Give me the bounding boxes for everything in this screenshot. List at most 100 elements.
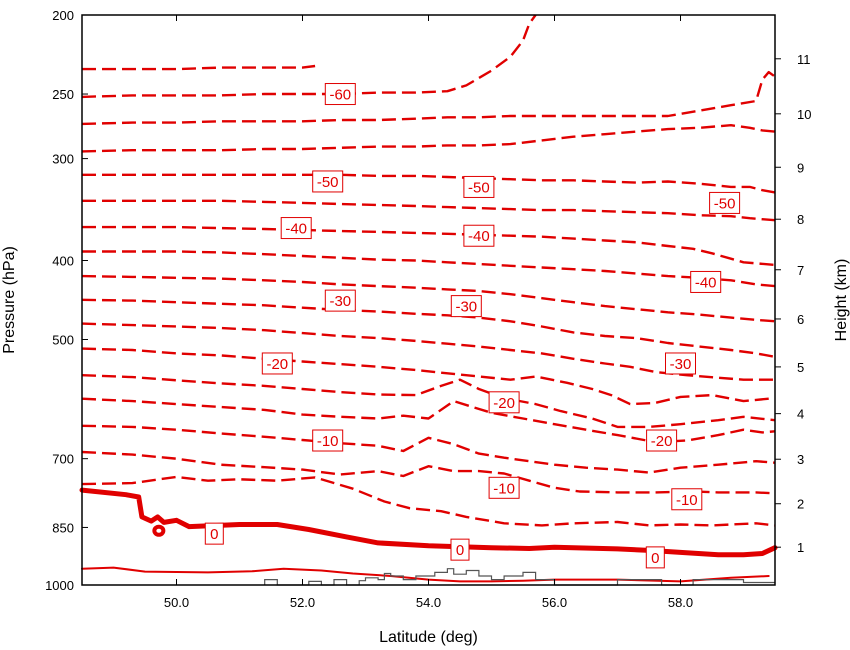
contour-label-box: [488, 391, 520, 414]
contour-label: -30: [665, 352, 696, 375]
contour-label: 0: [645, 546, 665, 569]
x-tick-label: 52.0: [290, 595, 315, 610]
contour-label-text: -20: [493, 395, 515, 412]
contour-label-text: -10: [676, 492, 698, 509]
contour-label: -30: [450, 295, 482, 318]
contour-line-m85: [82, 64, 316, 71]
contour-label: -50: [463, 175, 495, 198]
contour-label: 0: [204, 522, 224, 545]
y2-tick-label: 2: [797, 497, 804, 512]
contour-label-box: [324, 83, 356, 106]
contour-line-m50: [82, 250, 776, 288]
contour-label: -20: [488, 391, 520, 414]
contour-line-m5: [81, 475, 776, 527]
contour-label-text: -60: [329, 87, 351, 104]
contour-lines: [79, 14, 778, 583]
contour-label-text: -50: [468, 179, 490, 196]
y2-tick-label: 5: [797, 360, 804, 375]
contour-label-box: [280, 217, 312, 240]
contour-label-text: -40: [468, 228, 490, 245]
contour-label-box: [665, 352, 696, 375]
contour-label: -10: [671, 488, 703, 511]
y-tick-label: 400: [52, 253, 74, 268]
contour-label-box: [709, 191, 741, 214]
contour-label-text: 0: [210, 526, 218, 543]
contour-label-text: 0: [651, 550, 659, 567]
contour-label-box: [646, 429, 678, 452]
contour-label-text: -40: [285, 221, 307, 238]
contour-line-m20: [81, 397, 776, 444]
contour-label-text: -20: [651, 433, 673, 450]
contour-line-m15: [81, 424, 776, 474]
contour-line-m65: [82, 173, 776, 194]
contour-line-m10: [81, 450, 776, 495]
contour-line-m30: [81, 347, 776, 406]
contour-label: -10: [312, 429, 344, 452]
contour-loop-0: [152, 524, 166, 537]
y-tick-label: 700: [52, 452, 74, 467]
y2-tick-label: 9: [797, 160, 804, 175]
contour-label: 0: [450, 538, 470, 561]
contour-label-box: [312, 170, 344, 193]
contour-label-box: [450, 538, 470, 561]
contour-line-m35: [81, 322, 775, 381]
contour-label-text: -30: [670, 356, 692, 373]
contour-line-m70: [81, 124, 776, 153]
contour-label: -20: [261, 352, 293, 375]
y-tick-label: 300: [52, 152, 74, 167]
y2-tick-label: 10: [797, 107, 811, 122]
contour-line-5: [81, 566, 770, 583]
y-tick-label: 500: [52, 333, 74, 348]
x-tick-label: 56.0: [542, 595, 567, 610]
contour-line-m55: [82, 225, 776, 267]
contour-label: -40: [690, 270, 722, 293]
contour-label-box: [312, 429, 344, 452]
y-tick-label: 200: [52, 8, 74, 23]
y2-tick-label: 6: [797, 312, 804, 327]
x-axis-title: Latitude (deg): [379, 629, 478, 646]
contour-label: -20: [646, 429, 678, 452]
contour-label-text: -20: [266, 356, 288, 373]
y-tick-label: 1000: [45, 578, 74, 593]
contour-label: -40: [463, 224, 495, 247]
contour-label-text: -30: [329, 293, 351, 310]
contour-label: -10: [488, 476, 520, 499]
y2-tick-label: 8: [797, 212, 804, 227]
x-tick-label: 58.0: [668, 595, 693, 610]
axis-ticks: 50.0 52.0 54.0 56.0 58.010008507005004003002…: [45, 8, 811, 610]
contour-line-m60: [82, 199, 776, 222]
contour-line-0: [79, 487, 778, 558]
y-axis-title: Pressure (hPa): [1, 246, 18, 354]
contour-label-box: [690, 270, 722, 293]
contour-label-text: -10: [493, 480, 515, 497]
contour-line-m75: [81, 70, 776, 126]
x-tick-label: 50.0: [164, 595, 189, 610]
contour-label-box: [261, 352, 293, 375]
contour-label-box: [671, 488, 703, 511]
y2-tick-label: 4: [797, 407, 804, 422]
terrain-line: [264, 568, 775, 586]
contour-labels: -60 -50 -50 -50 -40 -40 -40 -30 -30 -30 -20 -20 -20 -…: [204, 83, 741, 569]
contour-label-box: [463, 224, 495, 247]
contour-label-text: -50: [317, 174, 339, 191]
y2-axis-title: Height (km): [833, 259, 850, 342]
contour-label-box: [488, 476, 520, 499]
contour-label: -40: [280, 217, 312, 240]
contour-label-text: -10: [317, 433, 339, 450]
contour-label-box: [204, 522, 224, 545]
y2-tick-label: 11: [797, 52, 811, 67]
contour-line-m80: [81, 14, 537, 99]
y2-tick-label: 1: [797, 540, 804, 555]
contour-label-box: [324, 289, 356, 312]
contour-label-box: [450, 295, 482, 318]
terrain-profile: [264, 568, 775, 586]
contour-line-m25: [81, 374, 776, 429]
y2-tick-label: 3: [797, 452, 804, 467]
contour-label: -50: [312, 170, 344, 193]
contour-label-text: -50: [714, 195, 736, 212]
contour-label-box: [645, 546, 665, 569]
x-tick-label: 54.0: [416, 595, 441, 610]
contour-label-box: [463, 175, 495, 198]
contour-label: -60: [324, 83, 356, 106]
